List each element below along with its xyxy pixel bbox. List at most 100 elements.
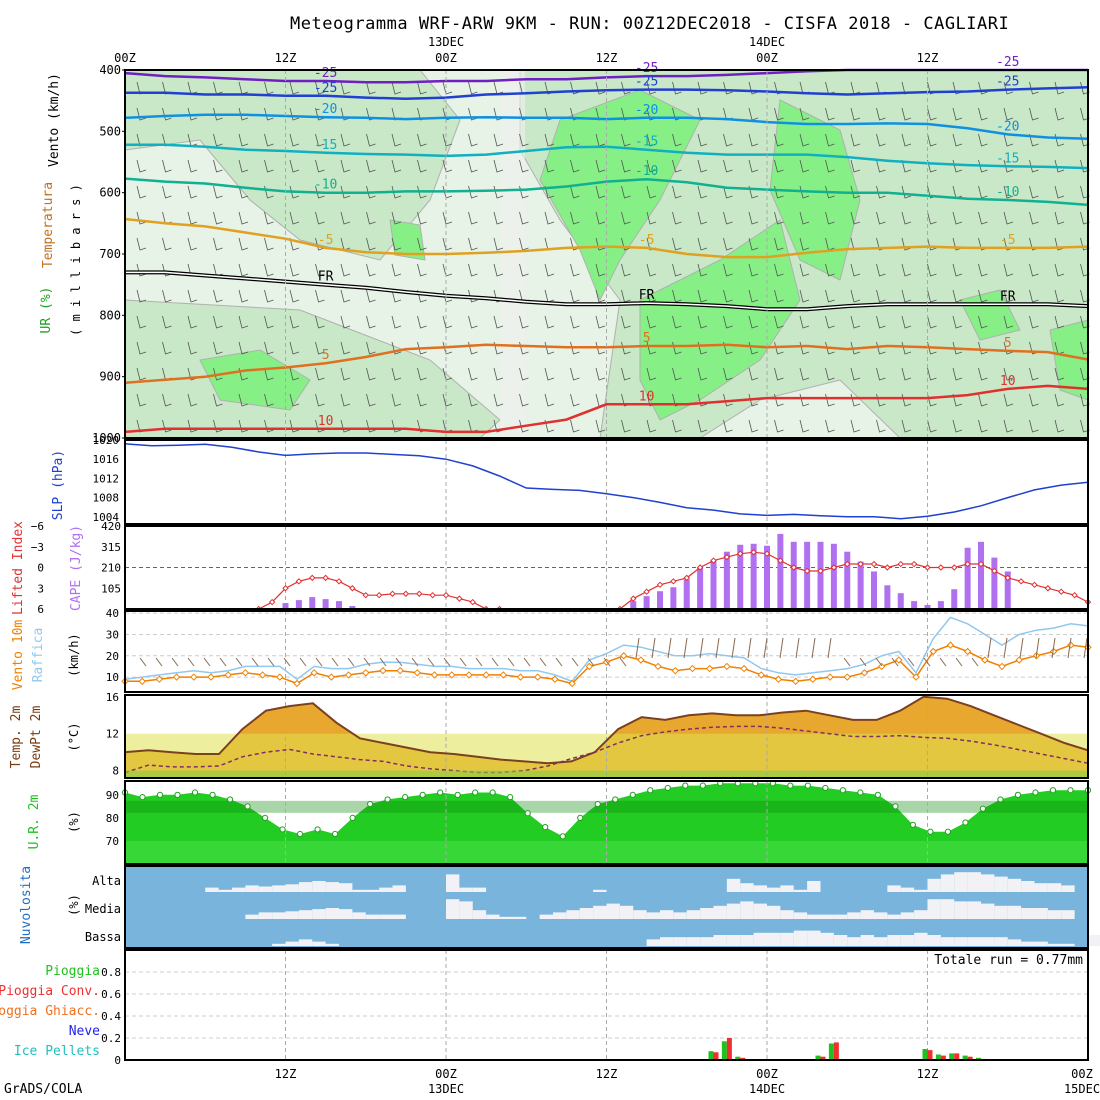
wind-10m-point [740, 664, 748, 673]
wind-10m-point [963, 647, 972, 656]
lifted-index-point [924, 564, 931, 571]
wind-barb [187, 211, 198, 225]
wind-arrow [987, 637, 992, 659]
conv-rain-bar [833, 1042, 839, 1060]
wind-barb [697, 393, 708, 407]
rh-point [1049, 787, 1057, 794]
wind-barb [468, 211, 478, 225]
cloud-bar-bassa [780, 932, 794, 946]
wind-barb [850, 419, 861, 433]
lifted-index-point [1004, 574, 1011, 582]
wind-barb [238, 107, 249, 121]
wind-barb [289, 107, 300, 121]
wind-barb [162, 159, 172, 173]
wind-barb [621, 185, 631, 199]
wind-barb [672, 367, 682, 381]
wind-barb [315, 211, 325, 225]
wind-10m-point [585, 662, 594, 671]
cloud-bar-media [499, 916, 513, 919]
rh-point [787, 782, 794, 789]
rain-bar [721, 1041, 727, 1060]
wind-barb [901, 315, 912, 329]
wind-barb [213, 159, 223, 173]
gust-axis-label: Raffica [31, 628, 46, 683]
lifted-index-point [1071, 591, 1078, 599]
wind-barb [1003, 341, 1014, 355]
rain-bar [935, 1054, 941, 1060]
cloud-bar-alta [392, 885, 406, 892]
wind-arrow [795, 637, 800, 659]
wind-barb [442, 315, 453, 329]
cloud-bar-alta [1021, 881, 1035, 892]
wind-barb [468, 263, 478, 277]
wind-arrow [251, 657, 259, 667]
cloud-bar-bassa [1088, 935, 1100, 946]
lifted-index-point [723, 553, 731, 561]
wind-barb [774, 107, 784, 121]
wind-barb [391, 419, 402, 433]
wind-barb [315, 393, 325, 407]
wind-barb [621, 211, 631, 225]
cloud-bar-bassa [887, 935, 901, 946]
rh-dark-band [125, 800, 1088, 813]
lifted-index-point [469, 598, 476, 606]
conv-rain-bar [940, 1055, 946, 1060]
wind-barb [289, 211, 300, 225]
wind-barb [774, 263, 784, 277]
wind-barb [595, 159, 606, 173]
cloud-bar-media [285, 911, 299, 919]
wind-barb [952, 393, 963, 407]
wind-barb [264, 107, 274, 121]
cloud-bar-media [860, 910, 874, 919]
wind-barb [901, 263, 912, 277]
cape-bar [937, 601, 944, 609]
cloud-bar-alta [1061, 885, 1075, 892]
temp-line [124, 695, 1089, 765]
precip-tick-label: 0.2 [101, 1032, 121, 1045]
wind-barb [978, 211, 988, 225]
rh-point [191, 789, 199, 796]
isotherm-label: 10 [639, 389, 655, 404]
wind-barb [264, 133, 274, 147]
cloud-bar-alta [927, 878, 941, 892]
wind-arrow [827, 637, 832, 659]
rh-point [909, 821, 917, 828]
wind-barb [187, 341, 198, 355]
cloud-bar-media [365, 914, 380, 919]
wind-barb [646, 211, 657, 225]
cape-bar [697, 567, 704, 609]
lifted-index-point [335, 578, 343, 585]
bottom-time-date-label: 14DEC [749, 1082, 785, 1096]
wind-barb [391, 81, 402, 95]
wind-barb [799, 107, 810, 121]
wind-10m-point [723, 662, 731, 671]
cloud-bar-media [1061, 910, 1075, 919]
cloud-bar-media [325, 908, 339, 919]
rain-bar [735, 1056, 741, 1060]
wind-barb [366, 81, 376, 95]
cloud-bar-media [833, 914, 848, 919]
rh-point [244, 803, 251, 810]
wind-barb [723, 419, 733, 433]
rh-point [594, 800, 601, 808]
isotherm-label: -25 [996, 75, 1019, 90]
wind-barb [238, 185, 249, 199]
lifted-tick-label: −6 [31, 520, 44, 533]
lifted-tick-label: 6 [37, 603, 44, 616]
wind-barb [264, 419, 274, 433]
precip-tick-label: 0 [114, 1054, 121, 1067]
cloud-bar-media [272, 912, 286, 919]
wind-barb [748, 211, 759, 225]
wind-arrow [907, 657, 915, 667]
rh-point [296, 830, 304, 838]
wind-barb [315, 315, 325, 329]
cloud-bar-alta [379, 887, 393, 892]
lifted-index-point [643, 588, 650, 595]
wind-arrow [635, 637, 640, 659]
cloud-bar-media [713, 905, 727, 919]
cape-bar [737, 544, 744, 609]
wind-barb [825, 263, 835, 277]
wind-barb [952, 289, 963, 303]
wind-barb [748, 367, 759, 381]
bottom-time-label: 00Z [1071, 1067, 1093, 1081]
